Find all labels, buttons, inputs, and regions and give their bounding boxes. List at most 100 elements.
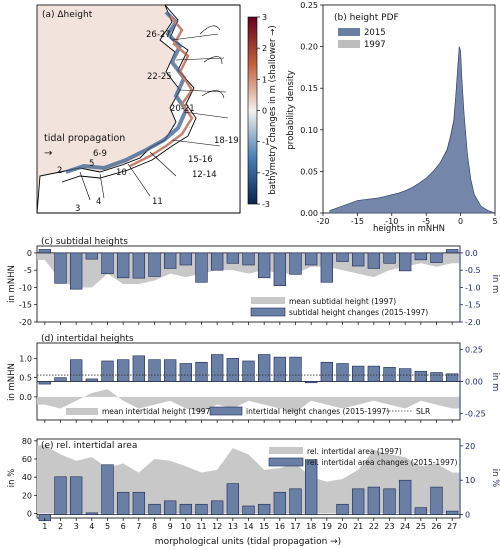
xtick-label: 26 <box>431 522 441 531</box>
ytick-right-label: 0.25 <box>465 345 483 354</box>
xtick-label: 14 <box>243 522 253 531</box>
bar-unit-3 <box>69 252 83 290</box>
pdf-ytick-label: 0.10 <box>300 126 318 135</box>
ytick-left-label: 40 <box>22 473 32 482</box>
bar-unit-1 <box>38 249 52 254</box>
pdf-xtick-label: -5 <box>422 217 430 226</box>
bar-unit-12 <box>210 354 224 382</box>
legend-label-subtidal-change: subtidal height changes (2015-1997) <box>289 308 428 317</box>
bar-unit-1 <box>38 381 52 385</box>
bar-unit-24 <box>398 479 412 515</box>
xtick-label: 3 <box>74 522 79 531</box>
pdf-title: (b) height PDF <box>334 13 399 23</box>
bar-unit-13 <box>226 252 240 264</box>
pdf-xtick-label: 5 <box>492 217 497 226</box>
bar-unit-15 <box>257 252 271 279</box>
subtidal-plot: 0 -5 -10 -15 -20 0.0 -0.5 -1.0 -1.5 -2.0 <box>19 246 481 327</box>
bar-unit-12 <box>210 500 224 515</box>
legend-swatch-rel-area-change <box>268 457 304 467</box>
xtick-label: 5 <box>105 522 110 531</box>
legend-label-1997: 1997 <box>364 40 386 50</box>
intertidal-ylabel: in mNHN <box>7 363 17 401</box>
xtick-label: 19 <box>322 522 332 531</box>
bar-unit-9 <box>163 359 177 382</box>
bar-unit-4 <box>85 252 99 260</box>
ytick-left-label: -10 <box>19 283 32 292</box>
bar-unit-24 <box>398 252 412 272</box>
unit-label: 4 <box>96 197 101 207</box>
colorbar-tick-label: -2 <box>262 169 270 178</box>
bar-unit-22 <box>367 365 381 382</box>
map-title: (a) Δheight <box>42 10 93 20</box>
colorbar-tick-label: 1 <box>262 75 267 84</box>
bar-unit-17 <box>289 488 302 515</box>
legend-swatch-2015 <box>338 28 360 36</box>
bar-unit-13 <box>226 483 240 515</box>
legend-swatch-mean-subtidal <box>251 297 285 304</box>
xtick-label: 22 <box>369 522 379 531</box>
pdf-plot: -20 -15 -10 -5 0 5 0.00 0.05 0.10 0.15 0.20 0.25 <box>300 1 497 226</box>
bar-unit-5 <box>101 252 114 274</box>
pdf-ytick-label: 0.20 <box>300 43 318 52</box>
bar-unit-26 <box>430 252 443 263</box>
ytick-left-label: 1.0 <box>19 354 32 363</box>
pdf-ytick-label: 0.25 <box>300 1 318 10</box>
bar-unit-22 <box>367 252 381 269</box>
bar-unit-10 <box>179 363 193 382</box>
unit-label: 6-9 <box>93 149 107 159</box>
colorbar-label: bathymetry changes in m (shallower →) <box>268 25 278 194</box>
bar-unit-23 <box>383 488 396 515</box>
legend-label-mean-subtidal: mean subtidal height (1997) <box>289 297 396 306</box>
bar-unit-8 <box>148 503 161 515</box>
unit-label: 20-21 <box>170 104 195 114</box>
colorbar-tick-label: 0 <box>262 107 267 116</box>
bar-unit-3 <box>69 359 83 382</box>
ytick-right-label: -0.25 <box>465 410 486 419</box>
bar-unit-4 <box>85 378 99 382</box>
colorbar-tick-label: -3 <box>262 200 270 209</box>
bar-unit-2 <box>54 476 67 515</box>
ytick-right-label: 0.0 <box>465 249 478 258</box>
legend-label-slr: SLR <box>416 407 430 416</box>
bar-unit-16 <box>273 252 287 287</box>
rel-area-panel: 1 2 3 4 5 6 7 8 9 10 11 12 13 14 15 16 17 18 19 20 21 22 23 24 2… <box>7 437 500 547</box>
bar-unit-5 <box>101 464 114 515</box>
subtidal-ylabel-right: in m <box>490 275 500 294</box>
bar-unit-6 <box>116 252 130 279</box>
xtick-label: 24 <box>400 522 410 531</box>
bar-unit-13 <box>226 358 240 382</box>
ytick-right-label: -2.0 <box>465 318 481 327</box>
bar-unit-18 <box>304 252 318 266</box>
legend-label-2015: 2015 <box>364 28 386 38</box>
unit-label: 2 <box>57 166 62 176</box>
xtick-label: 20 <box>337 522 347 531</box>
bar-unit-14 <box>242 252 255 266</box>
bar-unit-20 <box>336 252 349 262</box>
gray-area-d-plot <box>37 389 460 413</box>
pdf-ylabel: probability density <box>286 70 296 149</box>
unit-boundaries <box>79 25 229 201</box>
xtick-label: 17 <box>290 522 300 531</box>
ytick-right-label: 10 <box>465 476 475 485</box>
legend-swatch-1997 <box>338 40 360 48</box>
colorbar-tick-label: 3 <box>262 13 267 22</box>
ytick-right-label: -1.0 <box>465 283 481 292</box>
pdf-panel: -20 -15 -10 -5 0 5 0.00 0.05 0.10 0.15 0.20 0.25 (b… <box>286 1 498 234</box>
xtick-label: 18 <box>306 522 316 531</box>
legend-swatch-mean-intertidal <box>66 408 98 415</box>
subtidal-ylabel: in mNHN <box>7 265 17 303</box>
map-panel: (a) Δheight 26-27 22-25 20-21 18-19 15-1… <box>36 4 278 214</box>
bar-unit-17 <box>289 252 302 275</box>
pdf-ytick-label: 0.05 <box>300 167 318 176</box>
bar-unit-4 <box>85 512 99 515</box>
xtick-label: 15 <box>259 522 269 531</box>
unit-label: 18-19 <box>214 136 239 146</box>
rel-area-ylabel: in % <box>7 469 17 488</box>
bar-unit-7 <box>132 252 146 279</box>
pdf-xtick-label: -10 <box>385 217 398 226</box>
ytick-left-label: 0.5 <box>19 374 32 383</box>
intertidal-ylabel-right: in m <box>490 373 500 392</box>
colorbar-tick-label: 2 <box>262 44 267 53</box>
ytick-left-label: -15 <box>19 301 32 310</box>
